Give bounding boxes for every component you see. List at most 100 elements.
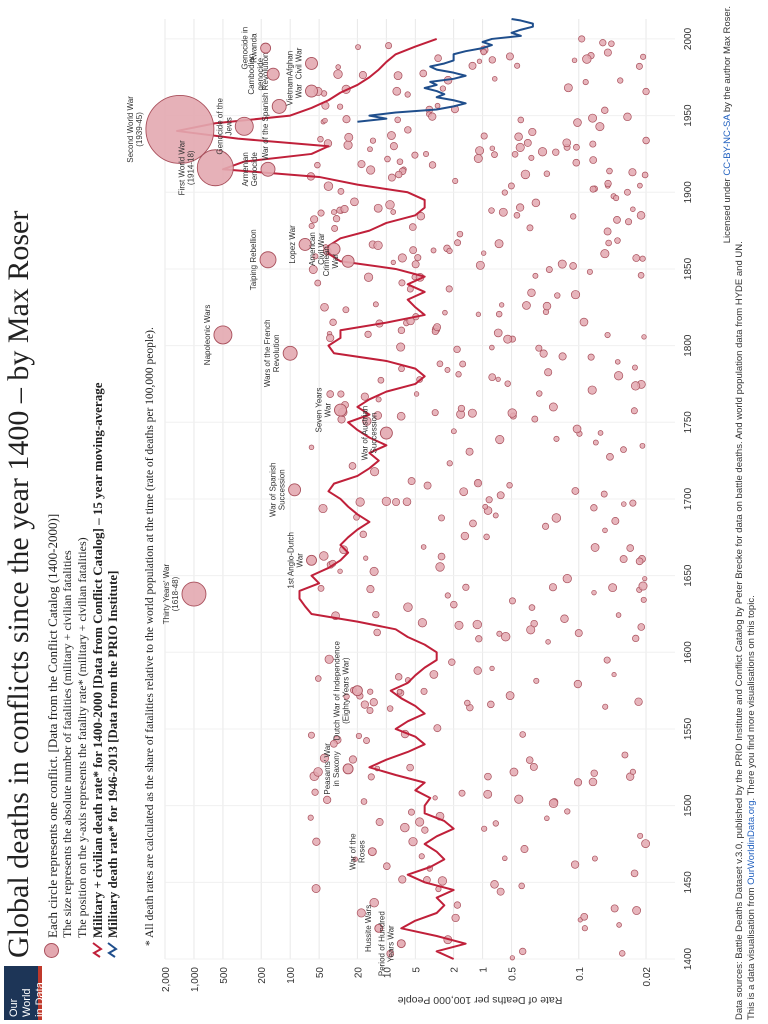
conflict-circle bbox=[590, 543, 600, 552]
conflict-circle bbox=[344, 132, 354, 142]
conflict-label: AmericanCivil War bbox=[308, 232, 326, 266]
conflict-circle bbox=[411, 260, 420, 269]
x-tick-label: 1750 bbox=[683, 411, 694, 434]
conflict-label: AfghanCivil War bbox=[286, 47, 304, 79]
conflict-circle bbox=[430, 247, 437, 254]
conflict-circle bbox=[366, 707, 374, 714]
conflict-circle bbox=[590, 504, 598, 512]
conflict-circle bbox=[492, 512, 499, 519]
conflict-circle bbox=[387, 173, 396, 182]
conflict-circle bbox=[614, 371, 624, 381]
conflict-label-line: (Eighty Years War) bbox=[341, 657, 350, 724]
conflict-circle bbox=[481, 250, 487, 256]
conflict-circle bbox=[604, 179, 612, 188]
conflict-label-line: Cambodian bbox=[247, 54, 256, 95]
x-tick-label: 1900 bbox=[683, 181, 694, 204]
conflict-circle bbox=[528, 127, 537, 137]
conflict-circle bbox=[348, 462, 357, 470]
conflict-circle bbox=[623, 112, 632, 122]
conflict-circle bbox=[314, 279, 322, 287]
conflict-circle-labelled bbox=[305, 84, 318, 98]
conflict-circle bbox=[592, 439, 599, 446]
conflict-circle bbox=[562, 138, 572, 148]
conflict-circle bbox=[591, 855, 598, 862]
conflict-circle bbox=[582, 54, 592, 64]
conflict-circle bbox=[531, 198, 541, 208]
conflict-circle bbox=[438, 514, 445, 522]
conflict-circle-labelled bbox=[305, 57, 318, 70]
conflict-circle bbox=[570, 213, 577, 220]
conflict-circle bbox=[496, 630, 503, 637]
conflict-circle bbox=[640, 596, 647, 603]
conflict-circle bbox=[506, 482, 513, 489]
conflict-circle bbox=[451, 913, 460, 923]
conflict-label-line: Rwanda bbox=[250, 33, 259, 63]
conflict-circle bbox=[356, 908, 366, 918]
conflict-circle bbox=[613, 195, 620, 202]
owid-link[interactable]: OurWorldinData.org bbox=[746, 800, 757, 885]
conflict-circle bbox=[621, 751, 629, 759]
conflict-circle bbox=[363, 555, 369, 561]
blue-line-legend-icon bbox=[107, 942, 118, 958]
conflict-label-line: Thirty Years' War bbox=[162, 564, 171, 625]
conflict-circle bbox=[553, 435, 560, 442]
conflict-circle bbox=[514, 132, 523, 142]
conflict-circle bbox=[579, 317, 589, 327]
conflict-circle bbox=[402, 497, 412, 507]
conflict-circle bbox=[588, 113, 598, 123]
conflict-circle bbox=[446, 460, 453, 467]
conflict-circle bbox=[465, 447, 474, 456]
conflict-label: Dutch War of Independence(Eighty Years W… bbox=[332, 640, 350, 740]
conflict-circle bbox=[475, 146, 485, 156]
conflict-circle bbox=[634, 697, 643, 706]
license-link[interactable]: CC-BY-NC-SA bbox=[722, 114, 733, 176]
conflict-circle bbox=[355, 44, 361, 50]
conflict-circle bbox=[509, 767, 519, 777]
conflict-circle bbox=[571, 57, 578, 64]
conflict-circle bbox=[432, 795, 438, 801]
conflict-circle bbox=[629, 768, 636, 775]
conflict-circle bbox=[473, 479, 483, 488]
conflict-circle bbox=[333, 69, 343, 79]
conflict-circle bbox=[437, 552, 446, 561]
conflict-circle bbox=[637, 623, 646, 631]
conflict-label-line: Genocide in bbox=[241, 27, 250, 70]
conflict-circle bbox=[472, 619, 482, 630]
conflict-circle bbox=[387, 131, 396, 140]
conflict-circle bbox=[317, 209, 325, 217]
conflict-circle bbox=[403, 602, 413, 612]
conflict-circle bbox=[455, 371, 462, 378]
conflict-circle bbox=[335, 64, 341, 70]
conflict-circle bbox=[373, 203, 383, 213]
conflict-circle-labelled bbox=[145, 94, 215, 164]
x-tick-label: 1400 bbox=[683, 947, 694, 970]
conflict-circle bbox=[311, 884, 321, 893]
conflict-circle bbox=[439, 85, 447, 92]
conflict-circle bbox=[480, 132, 488, 140]
conflict-circle bbox=[385, 42, 393, 50]
conflict-circle bbox=[569, 262, 577, 270]
conflict-circle bbox=[589, 140, 597, 148]
conflict-circle bbox=[543, 170, 551, 177]
conflict-circle bbox=[431, 409, 439, 417]
conflict-circle bbox=[348, 755, 358, 764]
conflict-circle bbox=[526, 224, 534, 232]
conflict-circle bbox=[454, 620, 464, 630]
conflict-circle bbox=[317, 136, 324, 143]
conflict-circle bbox=[445, 285, 453, 293]
conflict-circle bbox=[460, 531, 470, 541]
conflict-circle bbox=[625, 218, 633, 226]
conflict-label: First World War(1914-18) bbox=[177, 140, 195, 195]
conflict-circle bbox=[366, 585, 375, 594]
x-tick-label: 1700 bbox=[683, 487, 694, 510]
conflict-circle bbox=[308, 444, 315, 451]
conflict-circle bbox=[375, 818, 384, 826]
conflict-circle bbox=[408, 837, 418, 847]
conflict-circle bbox=[312, 253, 319, 260]
conflict-circle bbox=[324, 654, 334, 664]
conflict-circle bbox=[637, 182, 643, 189]
conflict-circle bbox=[636, 211, 646, 220]
conflict-circle bbox=[529, 763, 538, 771]
x-tick-label: 1850 bbox=[683, 257, 694, 280]
conflict-circle bbox=[560, 614, 569, 623]
